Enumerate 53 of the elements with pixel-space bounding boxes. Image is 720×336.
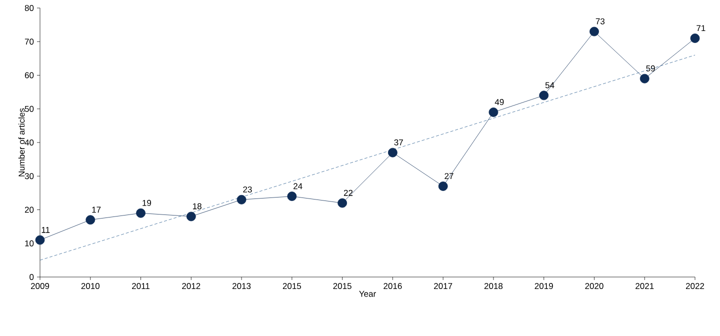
- y-tick-label: 50: [24, 106, 34, 112]
- y-tick-label: 60: [24, 72, 34, 78]
- y-tick-label: 30: [24, 173, 34, 180]
- point: [690, 34, 700, 43]
- x-tick-label: 2009: [30, 283, 50, 290]
- x-tick-label: 2019: [534, 283, 553, 290]
- point: [438, 182, 448, 191]
- x-tick-label: 2020: [585, 283, 604, 290]
- y-tick-label: 20: [24, 206, 34, 213]
- point: [590, 26, 599, 36]
- y-tick-label: 10: [25, 240, 34, 246]
- x-tick-label: 2015: [282, 283, 302, 290]
- point: [136, 208, 146, 218]
- y-tick-label: 80: [24, 4, 34, 11]
- data-label: 59: [646, 65, 655, 72]
- point: [236, 194, 246, 204]
- x-tick-label: 2016: [384, 283, 402, 290]
- x-tick-label: 2017: [434, 283, 452, 290]
- data-label: 24: [294, 183, 302, 190]
- data-label: 22: [344, 190, 353, 196]
- point: [35, 235, 45, 245]
- x-tick-label: 2010: [81, 283, 100, 290]
- x-tick-label: 2012: [182, 283, 200, 290]
- data-label: 17: [92, 206, 101, 213]
- x-tick-label: 2021: [636, 283, 654, 290]
- data-label: 37: [394, 139, 403, 146]
- point: [86, 215, 96, 225]
- x-tick-label: 2015: [333, 283, 352, 290]
- y-tick-label: 70: [24, 38, 34, 45]
- x-tick-label: 2013: [232, 283, 251, 290]
- point: [640, 74, 650, 84]
- x-tick-label: 2018: [484, 283, 503, 290]
- data-label: 49: [494, 99, 504, 106]
- point: [287, 192, 297, 201]
- data-label: 23: [243, 186, 252, 192]
- data-label: 71: [696, 25, 706, 32]
- point: [388, 148, 398, 158]
- data-label: 54: [545, 82, 554, 88]
- point: [539, 90, 549, 100]
- x-tick-label: 2022: [686, 283, 704, 290]
- y-tick-label: 0: [30, 274, 34, 280]
- data-label: 19: [142, 200, 152, 206]
- point: [186, 212, 196, 222]
- x-axis-title: Year: [359, 290, 376, 297]
- x-tick-label: 2011: [132, 283, 150, 290]
- data-label: 18: [193, 203, 202, 210]
- data-label: 11: [42, 226, 50, 233]
- data-label: 27: [444, 173, 454, 180]
- point: [338, 198, 348, 208]
- data-label: 73: [596, 18, 605, 24]
- point: [488, 108, 498, 117]
- y-tick-label: 40: [24, 139, 34, 146]
- y-axis-title: Number of articles: [18, 108, 25, 176]
